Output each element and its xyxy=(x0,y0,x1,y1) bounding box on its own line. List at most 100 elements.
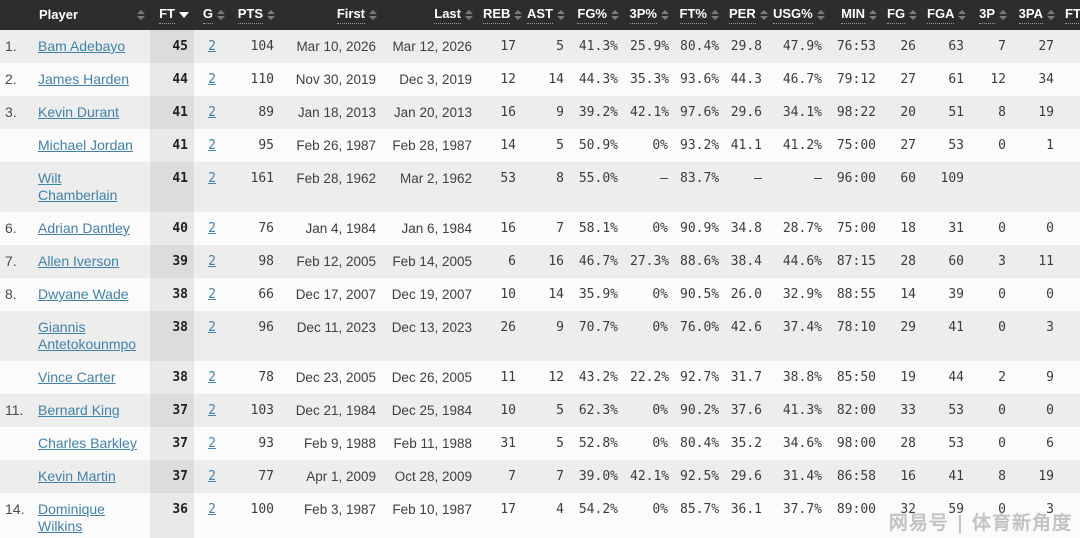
sort-toggle-icon xyxy=(514,10,522,20)
cell-fg: 18 xyxy=(882,212,922,245)
player-link[interactable]: Dwyane Wade xyxy=(38,286,129,302)
cell-per: 29.6 xyxy=(724,96,768,129)
col-header-first[interactable]: First xyxy=(280,0,382,30)
cell-per: 37.6 xyxy=(724,394,768,427)
col-header-g[interactable]: G xyxy=(194,0,230,30)
player-link[interactable]: Wilt Chamberlain xyxy=(38,170,118,203)
player-link[interactable]: James Harden xyxy=(38,71,130,87)
player-link[interactable]: Allen Iverson xyxy=(38,253,119,269)
games-link[interactable]: 2 xyxy=(208,469,216,484)
games-link[interactable]: 2 xyxy=(208,436,216,451)
cell-p3a: 0 xyxy=(1012,394,1060,427)
cell-p3a: 1 xyxy=(1012,129,1060,162)
cell-last: Dec 3, 2019 xyxy=(382,63,478,96)
col-header-p3p[interactable]: 3P% xyxy=(624,0,674,30)
col-header-p3a[interactable]: 3PA xyxy=(1012,0,1060,30)
player-link[interactable]: Michael Jordan xyxy=(38,137,133,153)
games-link[interactable]: 2 xyxy=(208,403,216,418)
cell-p3a: 0 xyxy=(1012,212,1060,245)
col-header-fgp[interactable]: FG% xyxy=(570,0,624,30)
cell-min: 76:53 xyxy=(828,30,882,63)
col-header-player[interactable]: Player xyxy=(34,0,150,30)
cell-first: Dec 21, 1984 xyxy=(280,394,382,427)
col-header-ast[interactable]: AST xyxy=(522,0,570,30)
player-link[interactable]: Kevin Durant xyxy=(38,104,119,120)
cell-rank xyxy=(0,162,34,212)
cell-ft: 36 xyxy=(150,493,194,538)
cell-p3: 0 xyxy=(970,427,1012,460)
col-header-usg[interactable]: USG% xyxy=(768,0,828,30)
col-label-p3a: 3PA xyxy=(1018,6,1043,24)
cell-ftx xyxy=(1060,493,1080,538)
cell-g: 2 xyxy=(194,63,230,96)
player-link[interactable]: Bernard King xyxy=(38,402,120,418)
col-label-last: Last xyxy=(434,6,461,24)
col-header-pts[interactable]: PTS xyxy=(230,0,280,30)
cell-ftp: 83.7% xyxy=(674,162,724,212)
cell-fga: 63 xyxy=(922,30,970,63)
cell-fga: 59 xyxy=(922,493,970,538)
cell-per: 38.4 xyxy=(724,245,768,278)
games-link[interactable]: 2 xyxy=(208,39,216,54)
col-label-usg: USG% xyxy=(773,6,813,24)
player-link[interactable]: Kevin Martin xyxy=(38,468,116,484)
col-header-reb[interactable]: REB xyxy=(478,0,522,30)
cell-ast: 9 xyxy=(522,311,570,361)
player-link[interactable]: Adrian Dantley xyxy=(38,220,130,236)
player-link[interactable]: Giannis Antetokounmpo xyxy=(38,319,137,352)
col-header-ftp[interactable]: FT% xyxy=(674,0,724,30)
col-header-fg[interactable]: FG xyxy=(882,0,922,30)
cell-g: 2 xyxy=(194,162,230,212)
games-link[interactable]: 2 xyxy=(208,254,216,269)
cell-first: Dec 11, 2023 xyxy=(280,311,382,361)
table-row: Kevin Martin 37 2 77 Apr 1, 2009 Oct 28, 2009… xyxy=(0,460,1080,493)
games-link[interactable]: 2 xyxy=(208,105,216,120)
cell-per: 29.6 xyxy=(724,460,768,493)
col-header-last[interactable]: Last xyxy=(382,0,478,30)
cell-usg: 46.7% xyxy=(768,63,828,96)
col-header-ftx[interactable]: FT xyxy=(1060,0,1080,30)
cell-p3a: 19 xyxy=(1012,460,1060,493)
games-link[interactable]: 2 xyxy=(208,221,216,236)
cell-pts: 98 xyxy=(230,245,280,278)
player-link[interactable]: Charles Barkley xyxy=(38,435,137,451)
col-label-player: Player xyxy=(39,6,79,22)
cell-first: Feb 9, 1988 xyxy=(280,427,382,460)
col-header-p3[interactable]: 3P xyxy=(970,0,1012,30)
sort-toggle-icon xyxy=(557,10,565,20)
games-link[interactable]: 2 xyxy=(208,502,216,517)
col-label-min: MIN xyxy=(841,6,865,24)
cell-fgp: 43.2% xyxy=(570,361,624,394)
sort-toggle-icon xyxy=(465,10,473,20)
cell-last: Feb 28, 1987 xyxy=(382,129,478,162)
cell-fgp: 62.3% xyxy=(570,394,624,427)
col-header-min[interactable]: MIN xyxy=(828,0,882,30)
games-link[interactable]: 2 xyxy=(208,171,216,186)
cell-g: 2 xyxy=(194,493,230,538)
col-header-per[interactable]: PER xyxy=(724,0,768,30)
col-header-fga[interactable]: FGA xyxy=(922,0,970,30)
cell-first: Feb 26, 1987 xyxy=(280,129,382,162)
cell-ast: 5 xyxy=(522,129,570,162)
player-link[interactable]: Bam Adebayo xyxy=(38,38,126,54)
cell-p3p: 0% xyxy=(624,129,674,162)
cell-player: Allen Iverson xyxy=(34,245,150,278)
games-link[interactable]: 2 xyxy=(208,370,216,385)
col-label-per: PER xyxy=(729,6,756,24)
cell-fga: 31 xyxy=(922,212,970,245)
cell-g: 2 xyxy=(194,278,230,311)
player-link[interactable]: Vince Carter xyxy=(38,369,116,385)
col-header-ft[interactable]: FT xyxy=(150,0,194,30)
cell-fga: 61 xyxy=(922,63,970,96)
cell-ftp: 90.2% xyxy=(674,394,724,427)
games-link[interactable]: 2 xyxy=(208,287,216,302)
games-link[interactable]: 2 xyxy=(208,72,216,87)
cell-per: 36.1 xyxy=(724,493,768,538)
player-link[interactable]: Dominique Wilkins xyxy=(38,501,105,534)
col-label-fga: FGA xyxy=(927,6,955,24)
games-link[interactable]: 2 xyxy=(208,138,216,153)
sort-toggle-icon xyxy=(958,10,967,20)
games-link[interactable]: 2 xyxy=(208,320,216,335)
cell-g: 2 xyxy=(194,129,230,162)
cell-min: 79:12 xyxy=(828,63,882,96)
